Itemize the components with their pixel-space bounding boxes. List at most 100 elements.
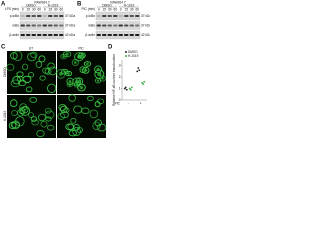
nucleus bbox=[86, 62, 89, 66]
cell bbox=[94, 119, 102, 127]
lane-label: 30 bbox=[130, 7, 134, 11]
micrograph bbox=[7, 95, 56, 138]
band bbox=[129, 15, 134, 17]
cell bbox=[60, 53, 67, 60]
cell bbox=[81, 107, 90, 114]
group-label: H-1019 bbox=[124, 3, 135, 7]
band bbox=[59, 34, 64, 36]
cell bbox=[22, 63, 29, 71]
band bbox=[107, 34, 112, 36]
lane-label: 60 bbox=[113, 7, 117, 11]
band bbox=[53, 15, 58, 17]
cell bbox=[86, 95, 94, 102]
band bbox=[37, 34, 42, 36]
point bbox=[125, 88, 128, 91]
cell bbox=[83, 61, 92, 67]
band bbox=[118, 34, 123, 36]
band bbox=[20, 24, 25, 27]
band bbox=[129, 24, 134, 27]
band bbox=[102, 24, 107, 27]
legend-label: H-1019 bbox=[128, 54, 139, 58]
cell bbox=[59, 105, 68, 114]
lane-label: 0 bbox=[22, 7, 24, 11]
cell bbox=[20, 105, 31, 116]
cell bbox=[35, 60, 43, 68]
band bbox=[107, 15, 112, 17]
row-name: β-actin bbox=[85, 33, 95, 37]
lane-label: 60 bbox=[135, 7, 139, 11]
band bbox=[59, 24, 64, 27]
cell bbox=[10, 52, 18, 60]
cell bbox=[6, 63, 15, 71]
cell bbox=[40, 120, 48, 128]
row-size: 37 kDa bbox=[141, 14, 150, 18]
band bbox=[107, 24, 112, 27]
cell bbox=[45, 116, 52, 122]
cell-line: RAW264.7 bbox=[110, 0, 126, 4]
nucleus bbox=[73, 61, 77, 64]
y-tick-label: 1 bbox=[119, 86, 121, 90]
band bbox=[48, 34, 53, 36]
cell bbox=[27, 112, 34, 118]
band bbox=[31, 34, 36, 36]
point bbox=[129, 88, 132, 91]
point bbox=[143, 80, 146, 83]
cell bbox=[96, 98, 105, 105]
cell bbox=[42, 67, 50, 74]
nucleus bbox=[67, 72, 71, 75]
band bbox=[129, 34, 134, 36]
row-size: 37 kDa bbox=[65, 14, 75, 18]
cell bbox=[39, 75, 46, 81]
nucleus bbox=[96, 79, 100, 82]
row-label: DMSO bbox=[3, 67, 7, 77]
panel-label: A bbox=[1, 2, 6, 8]
band bbox=[96, 34, 101, 36]
nucleus bbox=[101, 77, 104, 80]
cell bbox=[47, 62, 55, 70]
lane-label: 0 bbox=[98, 7, 100, 11]
cell bbox=[72, 127, 81, 137]
panel-label: C bbox=[1, 45, 6, 51]
band bbox=[20, 34, 25, 36]
lane-label: 0 bbox=[120, 7, 122, 11]
row-name: IκBα bbox=[13, 23, 20, 27]
band bbox=[59, 15, 64, 17]
band bbox=[26, 24, 31, 27]
cell bbox=[74, 52, 84, 62]
point bbox=[137, 67, 140, 69]
y-tick-label: 0 bbox=[119, 98, 121, 102]
band bbox=[42, 15, 47, 17]
cell bbox=[78, 52, 86, 59]
blot bbox=[95, 21, 141, 30]
cell bbox=[38, 55, 46, 63]
cell bbox=[46, 124, 55, 131]
band bbox=[42, 24, 47, 27]
nucleus bbox=[77, 79, 81, 83]
point bbox=[136, 70, 139, 73]
legend-marker bbox=[125, 51, 127, 53]
cell bbox=[66, 77, 74, 86]
blot bbox=[19, 21, 65, 30]
cell bbox=[22, 75, 32, 84]
cell bbox=[29, 96, 38, 104]
cell bbox=[30, 51, 38, 58]
nucleus bbox=[75, 79, 79, 84]
band bbox=[53, 24, 58, 27]
x-axis-label: PIC bbox=[115, 101, 121, 105]
lane-label: 60 bbox=[37, 7, 41, 11]
cell bbox=[96, 123, 107, 132]
band bbox=[48, 24, 53, 27]
band bbox=[118, 24, 123, 27]
x-tick-label: - bbox=[128, 101, 129, 105]
cell bbox=[10, 99, 18, 108]
cell bbox=[79, 66, 86, 73]
row-name: IκBα bbox=[89, 23, 96, 27]
cell bbox=[45, 110, 55, 119]
lane-label: 15 bbox=[102, 7, 106, 11]
band bbox=[31, 15, 36, 17]
band bbox=[96, 24, 101, 27]
cell bbox=[65, 70, 73, 77]
cell bbox=[37, 113, 46, 122]
cell bbox=[46, 83, 57, 93]
cell bbox=[31, 119, 40, 126]
